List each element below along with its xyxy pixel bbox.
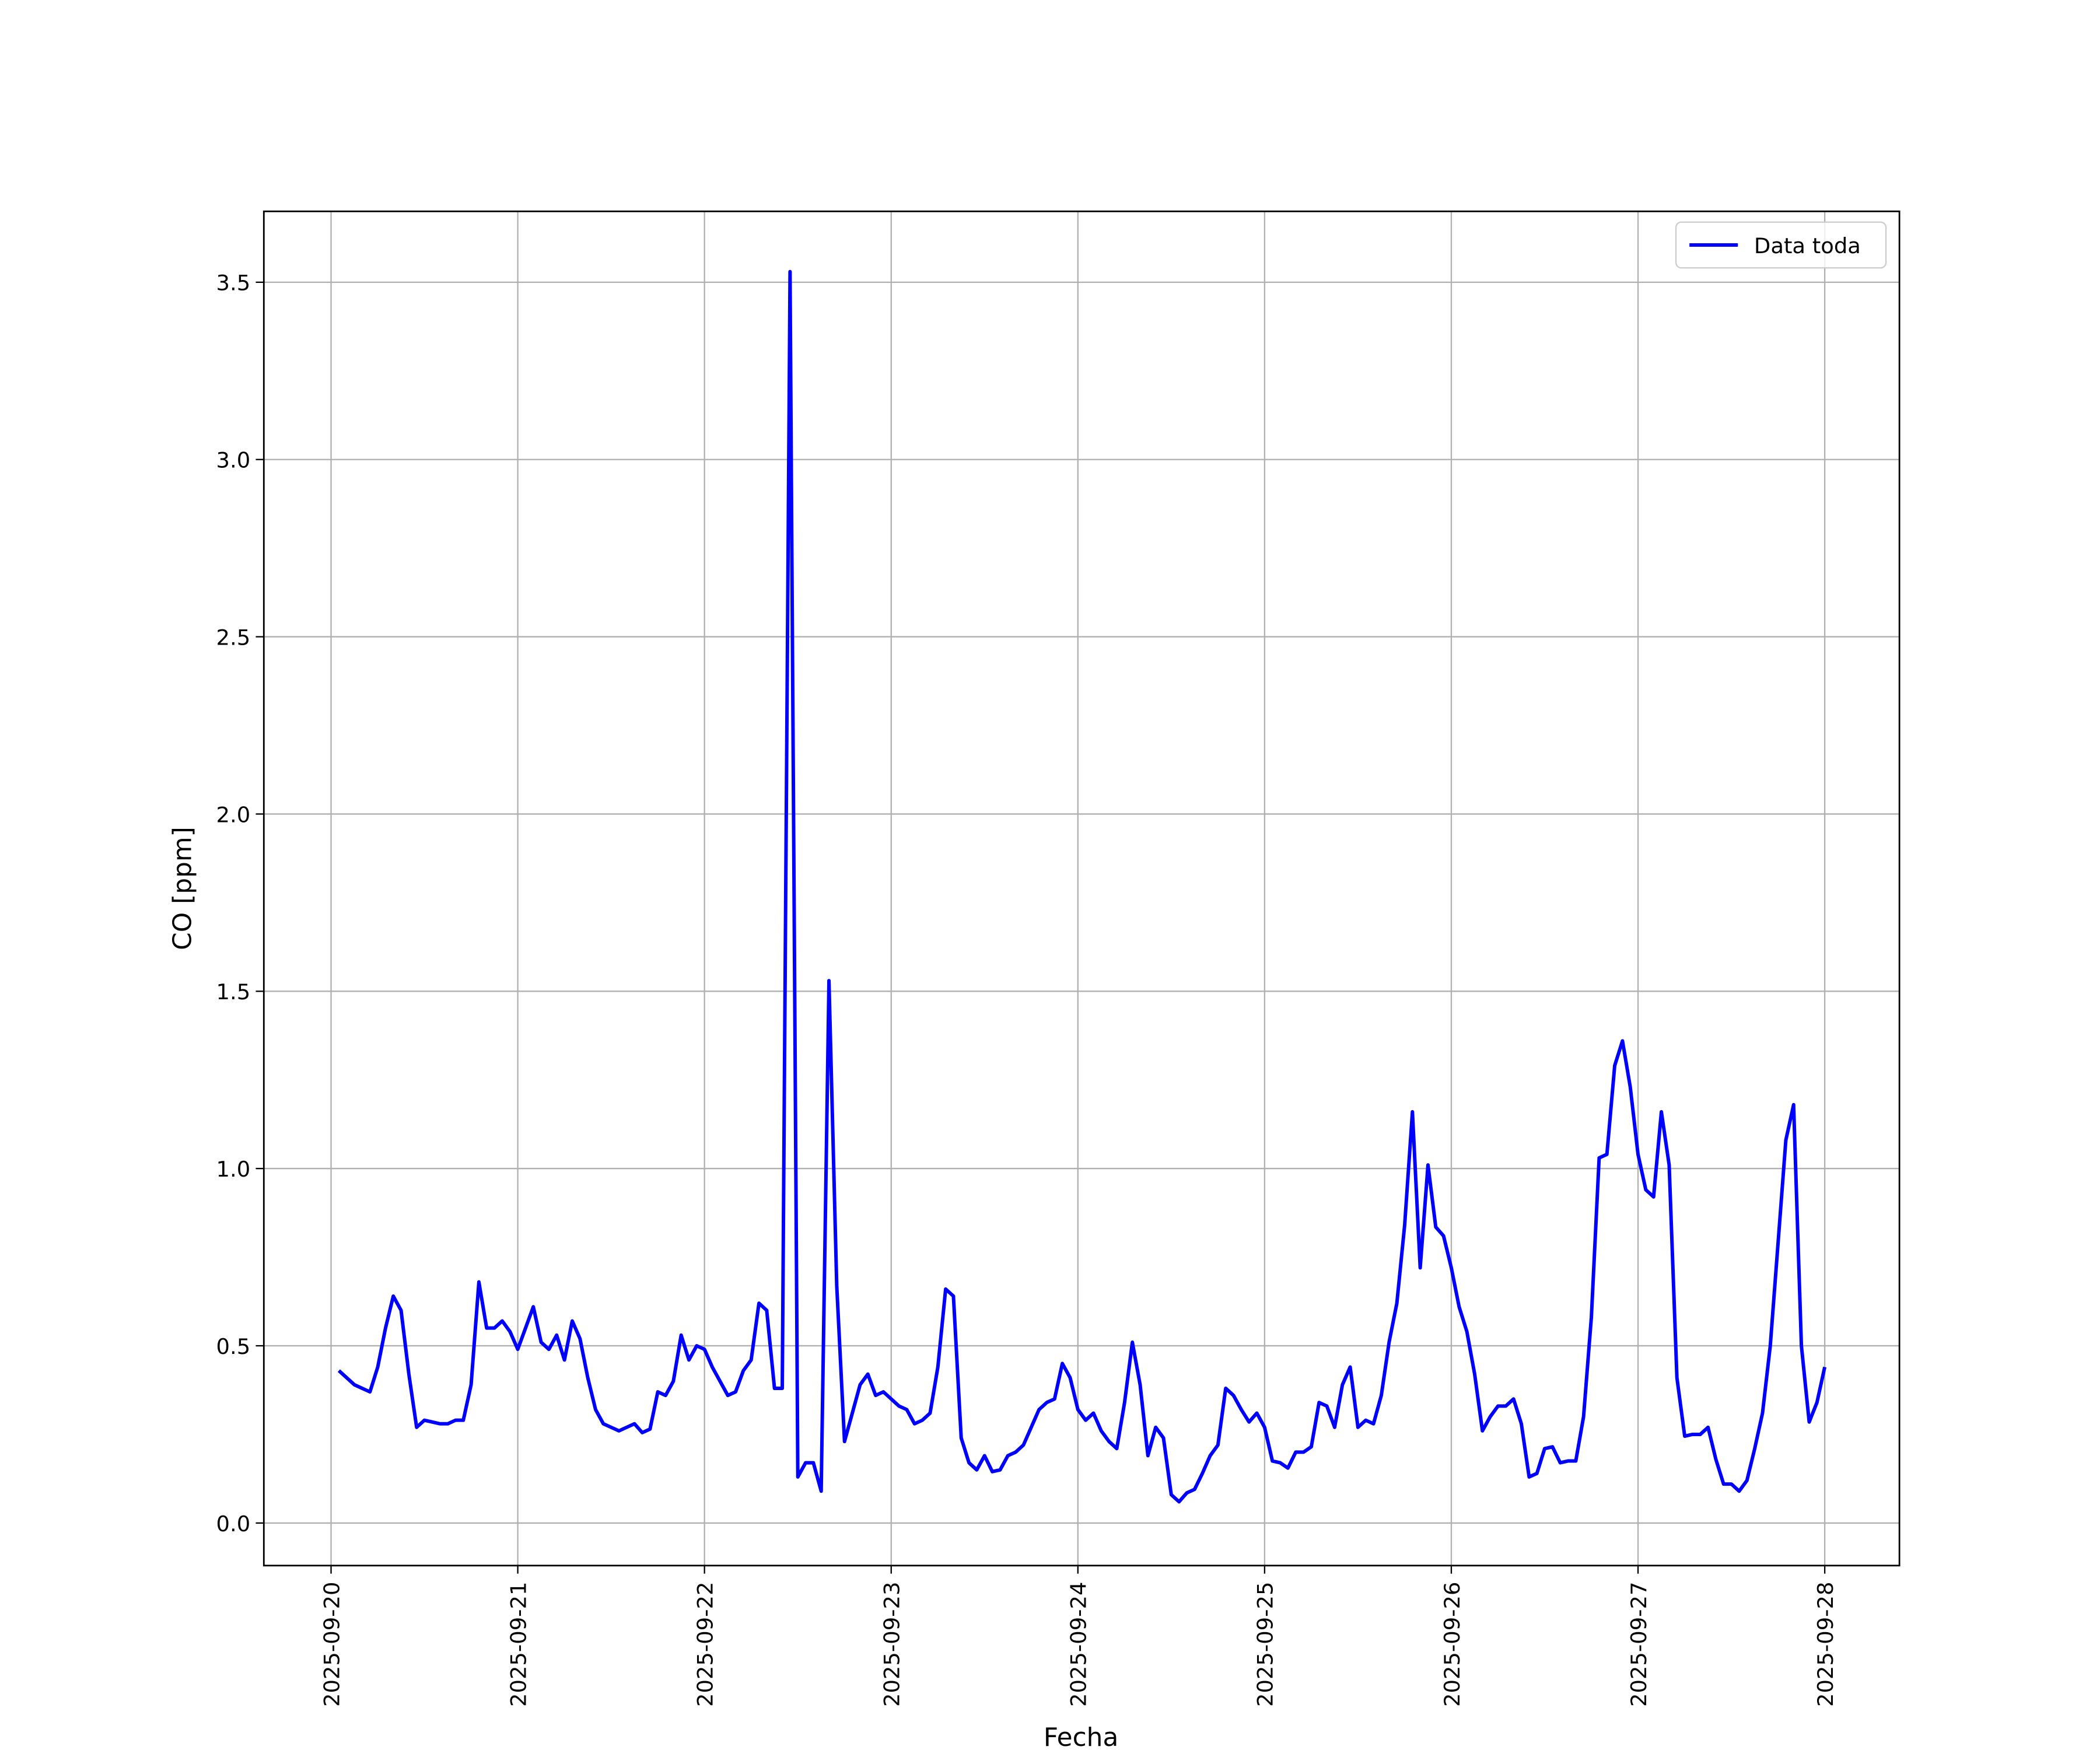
y-tick-label: 2.0 bbox=[216, 802, 251, 827]
x-tick-label: 2025-09-24 bbox=[1066, 1582, 1091, 1707]
x-tick-label: 2025-09-23 bbox=[880, 1582, 905, 1707]
y-tick-label: 1.5 bbox=[216, 979, 251, 1005]
plot-area bbox=[337, 270, 1827, 1504]
y-tick-label: 2.5 bbox=[216, 625, 251, 650]
legend: Data toda bbox=[1675, 221, 1887, 269]
x-tick-label: 2025-09-27 bbox=[1626, 1582, 1651, 1707]
axes-frame bbox=[262, 210, 1901, 1567]
y-tick-label: 0.5 bbox=[216, 1334, 251, 1359]
y-tick-label: 1.0 bbox=[216, 1157, 251, 1182]
grid bbox=[264, 211, 1900, 1566]
x-tick-label: 2025-09-22 bbox=[693, 1582, 718, 1707]
y-axis-label: CO [ppm] bbox=[168, 827, 198, 950]
x-tick-label: 2025-09-21 bbox=[506, 1582, 531, 1707]
y-tick-label: 3.5 bbox=[216, 271, 251, 296]
legend-box bbox=[1675, 221, 1887, 269]
legend-label: Data toda bbox=[1754, 233, 1861, 258]
data-line bbox=[337, 270, 1827, 1504]
x-tick-label: 2025-09-26 bbox=[1440, 1582, 1465, 1707]
x-tick-label: 2025-09-25 bbox=[1253, 1582, 1278, 1707]
x-tick-label: 2025-09-28 bbox=[1813, 1582, 1838, 1707]
x-tick-label: 2025-09-20 bbox=[319, 1582, 344, 1707]
y-tick-label: 0.0 bbox=[216, 1511, 251, 1536]
y-tick-label: 3.0 bbox=[216, 448, 251, 473]
x-axis-label: Fecha bbox=[1044, 1723, 1119, 1750]
